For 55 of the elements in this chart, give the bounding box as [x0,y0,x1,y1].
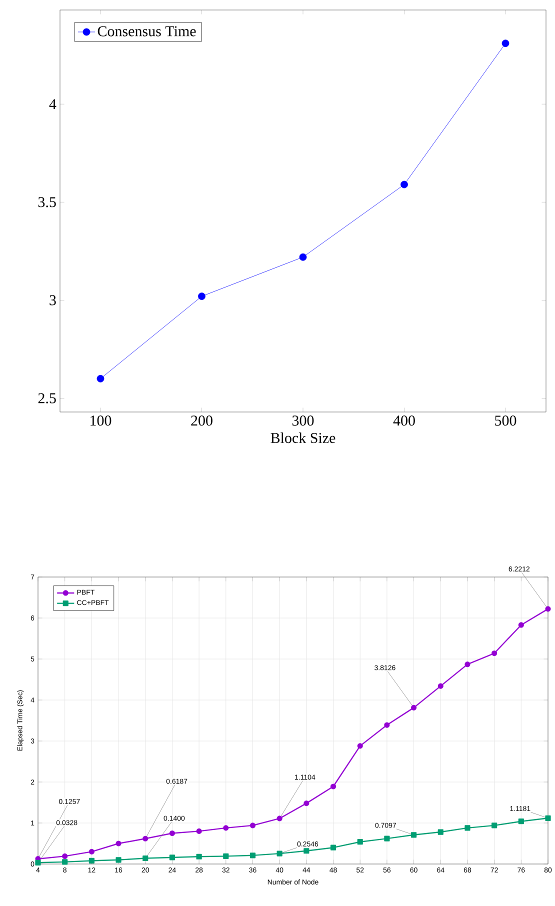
point [438,683,444,689]
point [410,832,417,838]
point [62,853,68,860]
point [492,650,498,656]
point [250,852,256,858]
point [518,622,524,628]
point [196,854,202,860]
y-tick-label: 3.5 [38,197,56,208]
point [357,743,363,749]
point [330,844,336,850]
point [169,830,176,836]
x-tick-label: 200 [191,416,212,426]
point [400,180,408,188]
point [464,662,470,668]
point [410,704,417,710]
point [116,840,122,846]
y-tick-label: 3 [50,295,56,306]
x-tick-label: 400 [393,416,415,426]
point [299,253,307,261]
legend-label: Consensus Time [98,26,196,36]
point [492,822,498,828]
x-tick-label: 300 [292,416,314,426]
point [357,839,363,845]
x-tick-label: 500 [495,416,516,426]
x-axis-title: Block Size [270,432,336,444]
point [384,722,390,728]
point [464,825,470,831]
point [304,800,310,806]
point [88,848,94,854]
point [384,836,390,842]
point [223,853,229,860]
point [545,815,551,821]
y-tick-label: 4 [49,99,56,110]
point [276,816,282,822]
point [96,374,104,382]
point [196,828,202,834]
point [142,855,148,862]
point [116,857,122,863]
point [330,784,336,790]
point [169,854,176,860]
point [276,850,282,856]
point [438,829,444,835]
point [518,818,524,824]
y-tick-label: 2.5 [38,393,56,404]
point [502,40,510,48]
point [35,860,41,866]
point [223,825,229,831]
point [62,859,68,865]
point [88,858,94,864]
point [545,606,551,612]
point [250,822,256,828]
x-tick-label: 100 [90,416,112,426]
point [142,836,148,842]
point [198,292,206,300]
point [304,848,310,854]
